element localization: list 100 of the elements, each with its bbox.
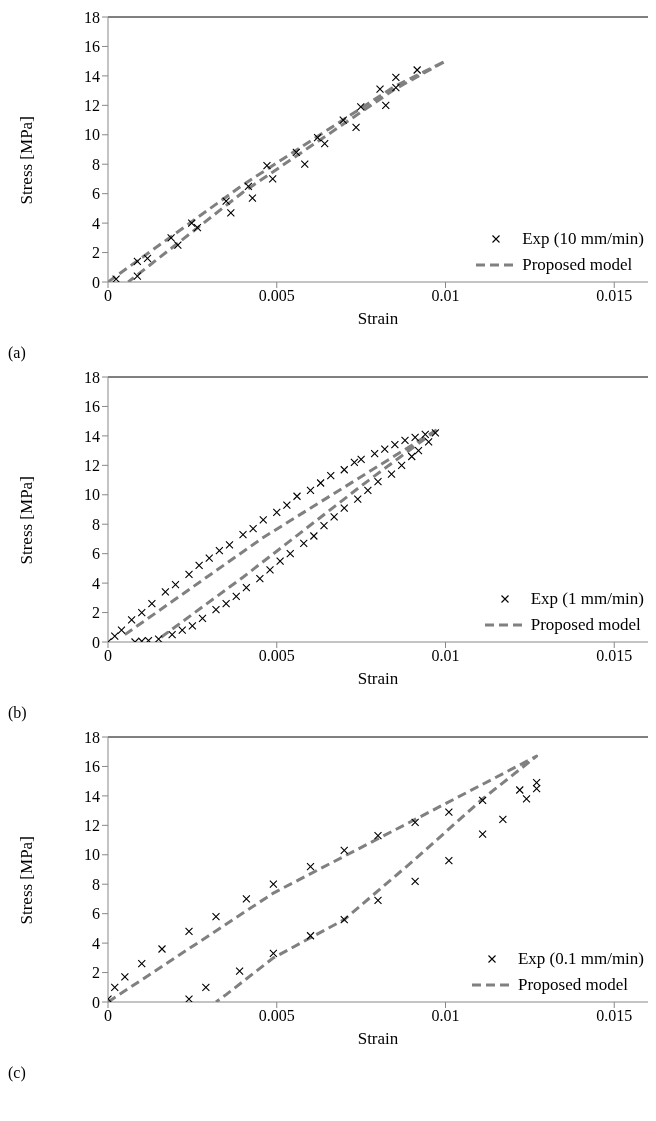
y-tick-label: 18	[84, 368, 100, 386]
point	[498, 815, 507, 824]
point	[143, 254, 152, 263]
x-tick-label: 0.015	[596, 647, 633, 665]
y-tick-label: 8	[92, 155, 100, 173]
y-axis-title: Stress [MPa]	[17, 116, 37, 205]
y-tick-label: 16	[84, 758, 100, 776]
x-tick-label: 0.005	[258, 1007, 295, 1025]
point	[340, 846, 349, 855]
point	[193, 223, 202, 232]
point	[356, 102, 365, 111]
x-tick-label: 0.01	[431, 287, 460, 305]
y-tick-label: 10	[84, 846, 100, 864]
y-tick-label: 6	[92, 905, 100, 923]
y-tick-label: 6	[92, 185, 100, 203]
y-tick-label: 4	[92, 574, 100, 592]
y-tick-label: 8	[92, 875, 100, 893]
point	[110, 983, 119, 992]
y-tick-label: 0	[92, 273, 100, 291]
point	[300, 160, 309, 169]
x-tick-label: 0	[104, 647, 112, 665]
point	[269, 949, 278, 958]
point	[478, 830, 487, 839]
text: (b)	[8, 704, 28, 724]
y-tick-label: 14	[84, 427, 100, 445]
point	[184, 995, 194, 1002]
point	[112, 275, 121, 282]
y-tick-label: 2	[92, 604, 100, 622]
point	[306, 862, 315, 871]
y-tick-label: 16	[84, 38, 100, 56]
point	[391, 83, 400, 92]
y-tick-label: 18	[84, 8, 100, 26]
point	[478, 796, 487, 805]
legend-label: Exp (10 mm/min)	[522, 229, 644, 249]
y-tick-label: 10	[84, 126, 100, 144]
y-tick-label: 4	[92, 214, 100, 232]
y-tick-label: 2	[92, 964, 100, 982]
point	[411, 818, 420, 827]
y-tick-label: 0	[92, 993, 100, 1011]
point	[532, 778, 541, 787]
point	[187, 219, 196, 228]
point	[375, 85, 385, 94]
point	[133, 257, 142, 266]
point	[352, 123, 361, 132]
y-tick-label: 18	[84, 728, 100, 746]
point	[373, 831, 383, 840]
x-tick-label: 0.01	[431, 647, 460, 665]
legend-label: Proposed model	[517, 975, 628, 995]
point	[391, 73, 400, 82]
x-tick-label: 0.01	[431, 1007, 460, 1025]
point	[268, 174, 277, 183]
point	[201, 983, 210, 992]
point	[306, 931, 315, 940]
point	[292, 148, 301, 157]
y-tick-label: 14	[84, 787, 100, 805]
x-axis-title: Strain	[357, 669, 399, 688]
point	[242, 894, 251, 903]
x-tick-label: 0	[104, 1007, 112, 1025]
point	[340, 915, 349, 924]
point	[515, 785, 524, 795]
point	[320, 139, 329, 148]
x-axis-title: Strain	[357, 1029, 399, 1048]
x-tick-label: 0.005	[258, 647, 295, 665]
x-tick-label: 0.015	[596, 1007, 633, 1025]
legend-label: Proposed model	[522, 255, 633, 275]
point	[137, 959, 146, 968]
x-tick-label: 0.005	[258, 287, 295, 305]
text: (c)	[8, 1064, 27, 1084]
point	[173, 241, 182, 250]
y-tick-label: 8	[92, 515, 100, 533]
point	[211, 912, 221, 921]
point	[133, 272, 142, 281]
x-axis-title: Strain	[357, 309, 399, 328]
y-tick-label: 12	[84, 457, 100, 475]
point	[339, 116, 348, 125]
point	[411, 877, 420, 886]
legend-label: Exp (0.1 mm/min)	[517, 949, 644, 969]
point	[222, 196, 231, 206]
y-tick-label: 2	[92, 244, 100, 262]
point	[262, 161, 272, 170]
y-tick-label: 10	[84, 486, 100, 504]
point	[167, 233, 176, 242]
y-tick-label: 14	[84, 67, 100, 85]
y-axis-title: Stress [MPa]	[17, 836, 37, 925]
point	[157, 944, 167, 954]
point	[244, 182, 253, 191]
y-tick-label: 0	[92, 633, 100, 651]
point	[248, 194, 257, 203]
point	[313, 133, 322, 142]
point	[269, 880, 278, 889]
point	[226, 208, 235, 217]
x-tick-label: 0.015	[596, 287, 633, 305]
text: (a)	[8, 344, 27, 364]
y-tick-label: 12	[84, 817, 100, 835]
point	[522, 794, 531, 803]
point	[120, 972, 129, 982]
point	[444, 856, 453, 865]
y-tick-label: 12	[84, 97, 100, 115]
point	[381, 101, 390, 110]
y-tick-label: 16	[84, 398, 100, 416]
